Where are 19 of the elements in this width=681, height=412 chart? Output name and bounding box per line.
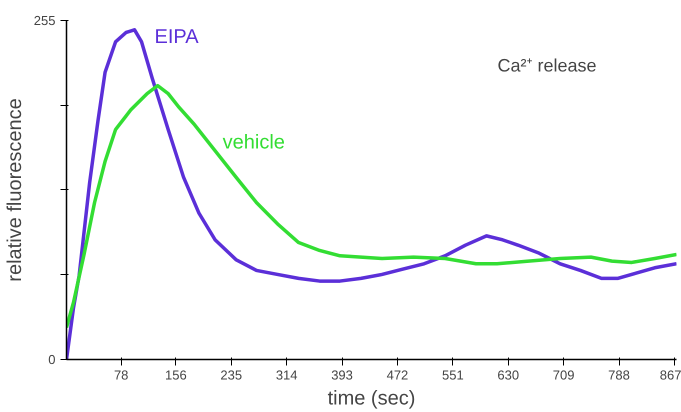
x-tick-label: 78 [114,368,128,382]
x-tick-label: 630 [497,368,520,382]
x-tick-label: 235 [220,368,242,382]
y-tick-label: 255 [34,13,56,28]
x-axis-title: time (sec) [328,388,416,410]
x-tick-label: 393 [331,368,353,382]
y-axis-title: relative fluorescence [4,98,26,282]
x-tick-label: 551 [442,368,464,382]
y-tick-label: 0 [48,352,56,367]
x-tick-label: 867 [660,368,681,382]
series-label: EIPA [154,26,200,48]
x-tick-label: 314 [276,368,298,382]
annotation: Ca²⁺ release [497,56,597,76]
x-tick-label: 788 [608,368,630,382]
series-label: vehicle [222,132,285,154]
x-tick-label: 709 [552,368,574,382]
line-series [66,84,676,330]
x-tick-label: 156 [165,368,187,382]
x-tick-label: 472 [386,368,408,382]
